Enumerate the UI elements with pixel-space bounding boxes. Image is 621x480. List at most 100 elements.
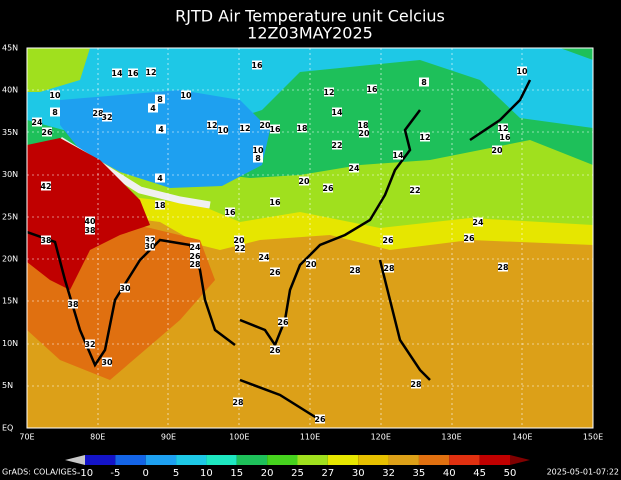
contour-label-box — [102, 112, 112, 122]
contour-label-box — [112, 68, 122, 78]
contour-label-box — [155, 200, 165, 210]
colorbar-label: 32 — [382, 468, 395, 479]
lon-label: 150E — [583, 433, 603, 442]
lat-label: 10N — [2, 339, 18, 348]
contour-label: 20 — [259, 121, 271, 130]
contour-label: 20 — [298, 177, 310, 186]
contour-label-box — [233, 397, 243, 407]
contour-label-box — [50, 107, 60, 117]
colorbar-label: 50 — [504, 468, 517, 479]
contour-label-box — [85, 216, 95, 226]
lon-label: 110E — [300, 433, 320, 442]
contour-label-box — [278, 317, 288, 327]
contour-label-box — [517, 66, 527, 76]
lat-label: 25N — [2, 212, 18, 221]
colorbar-box — [85, 455, 116, 465]
contour-label-box — [155, 94, 165, 104]
contour-label: 28 — [497, 263, 509, 272]
contour-label-box — [93, 108, 103, 118]
contour-label-box — [306, 259, 316, 269]
colorbar-box — [145, 455, 177, 465]
contour-label: 12 — [206, 121, 217, 130]
contour-label: 38 — [40, 236, 52, 245]
contour-label-box — [500, 132, 510, 142]
colorbar-label: 0 — [143, 468, 149, 479]
subtitle: 12Z03MAY2025 — [247, 24, 373, 43]
lat-label: 45N — [2, 44, 18, 53]
contour-label-box — [420, 132, 430, 142]
lat-label: EQ — [2, 423, 13, 432]
contour-label-box — [464, 233, 474, 243]
contour-label: 10 — [516, 67, 528, 76]
contour-label-box — [253, 145, 263, 155]
contour-label: 24 — [31, 118, 43, 127]
footer-left: GrADS: COLA/IGES — [2, 468, 77, 477]
contour-label: 24 — [258, 253, 270, 262]
contour-label-box — [473, 217, 483, 227]
lat-label: 35N — [2, 128, 18, 137]
contour-label-box — [218, 125, 228, 135]
contour-label: 26 — [277, 318, 289, 327]
contour-label: 8 — [52, 108, 58, 117]
colorbar-arrow — [65, 455, 85, 465]
contour-label-box — [190, 259, 200, 269]
contour-label-box — [349, 163, 359, 173]
contour-label-box — [332, 140, 342, 150]
colorbar-label: 35 — [413, 468, 426, 479]
contour-label: 28 — [383, 264, 395, 273]
contour-label-box — [41, 181, 51, 191]
colorbar-label: 15 — [230, 468, 243, 479]
contour-label: 24 — [348, 164, 360, 173]
contour-label: 28 — [410, 380, 422, 389]
contour-label-box — [358, 120, 368, 130]
contour-label: 14 — [392, 151, 404, 160]
contour-label: 18 — [296, 124, 308, 133]
contour-label: 38 — [67, 300, 79, 309]
title: RJTD Air Temperature unit Celcius — [175, 7, 445, 26]
contour-label: 20 — [233, 236, 245, 245]
contour-label: 26 — [269, 268, 281, 277]
colorbar-label: 20 — [261, 468, 274, 479]
colorbar-box — [236, 455, 268, 465]
colorbar-label: 10 — [200, 468, 213, 479]
lat-label: 5N — [2, 381, 13, 390]
lat-label: 30N — [2, 170, 18, 179]
contour-label: 30 — [119, 284, 131, 293]
lon-label: 120E — [371, 433, 391, 442]
contour-label-box — [323, 183, 333, 193]
contour-label: 18 — [154, 201, 166, 210]
colorbar-box — [479, 455, 510, 465]
contour-label-box — [85, 339, 95, 349]
contour-label-box — [128, 68, 138, 78]
contour-label: 24 — [189, 243, 201, 252]
contour-label-box — [181, 90, 191, 100]
contour-label: 16 — [224, 208, 236, 217]
contour-label: 26 — [314, 415, 326, 424]
contour-label-box — [350, 265, 360, 275]
contour-label: 26 — [322, 184, 334, 193]
contour-label-box — [393, 150, 403, 160]
contour-label: 28 — [349, 266, 361, 275]
colorbar-label: 25 — [291, 468, 304, 479]
contour-label: 38 — [84, 226, 96, 235]
contour-label: 20 — [305, 260, 317, 269]
colorbar-box — [388, 455, 419, 465]
lon-label: 70E — [19, 433, 34, 442]
colorbar-box — [358, 455, 389, 465]
contour-label-box — [225, 207, 235, 217]
contour-label: 26 — [189, 252, 201, 261]
contour-label-box — [156, 124, 166, 134]
contour-label-box — [148, 103, 158, 113]
lon-label: 90E — [161, 433, 176, 442]
contour-label: 26 — [382, 236, 394, 245]
colorbar-box — [297, 455, 328, 465]
contour-label: 28 — [92, 109, 104, 118]
contour-label: 20 — [491, 146, 503, 155]
contour-label-box — [190, 242, 200, 252]
contour-label-box — [190, 251, 200, 261]
contour-label: 16 — [366, 85, 378, 94]
contour-label: 12 — [419, 133, 430, 142]
colorbar-box — [418, 455, 450, 465]
contour-label-box — [492, 145, 502, 155]
contour-label-box — [41, 235, 51, 245]
